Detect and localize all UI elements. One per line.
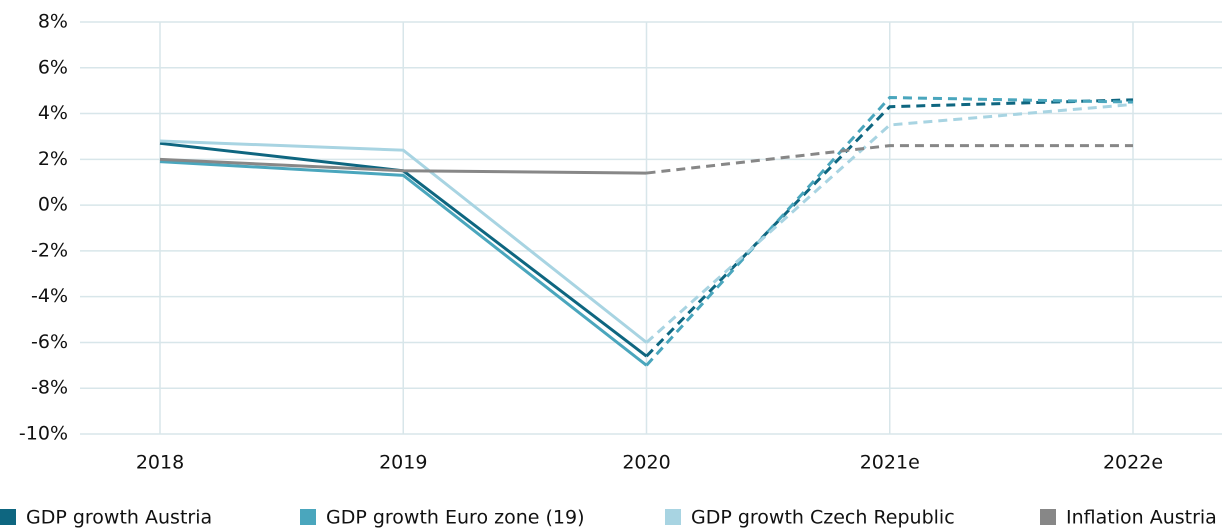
y-tick-label: -2% bbox=[31, 239, 68, 261]
series-line bbox=[159, 157, 647, 175]
legend-swatch bbox=[300, 509, 316, 525]
legend-label: GDP growth Austria bbox=[26, 507, 212, 528]
y-tick-label: -10% bbox=[19, 423, 68, 445]
series-line bbox=[159, 139, 648, 344]
y-tick-label: 0% bbox=[38, 194, 68, 216]
x-tick-label: 2021e bbox=[860, 452, 920, 474]
x-tick-label: 2020 bbox=[622, 452, 670, 474]
legend-swatch bbox=[665, 509, 681, 525]
x-tick-label: 2019 bbox=[379, 452, 427, 474]
y-tick-label: 6% bbox=[38, 56, 68, 78]
x-tick-label: 2018 bbox=[136, 452, 184, 474]
legend-label: Inflation Austria bbox=[1066, 507, 1217, 528]
legend-label: GDP growth Czech Republic bbox=[691, 507, 955, 528]
y-tick-label: -4% bbox=[31, 285, 68, 307]
y-tick-label: -8% bbox=[31, 377, 68, 399]
y-tick-label: 4% bbox=[38, 102, 68, 124]
legend-label: GDP growth Euro zone (19) bbox=[326, 507, 584, 528]
x-tick-label: 2022e bbox=[1103, 452, 1163, 474]
series-line bbox=[646, 144, 1133, 175]
legend-swatch bbox=[0, 509, 16, 525]
y-tick-label: 8% bbox=[38, 11, 68, 33]
series-line bbox=[645, 102, 1134, 344]
y-tick-label: -6% bbox=[31, 331, 68, 353]
y-tick-label: 2% bbox=[38, 148, 68, 170]
series-line bbox=[645, 98, 1134, 358]
series-line bbox=[645, 96, 1134, 367]
series-line bbox=[159, 160, 648, 367]
legend-swatch bbox=[1040, 509, 1056, 525]
